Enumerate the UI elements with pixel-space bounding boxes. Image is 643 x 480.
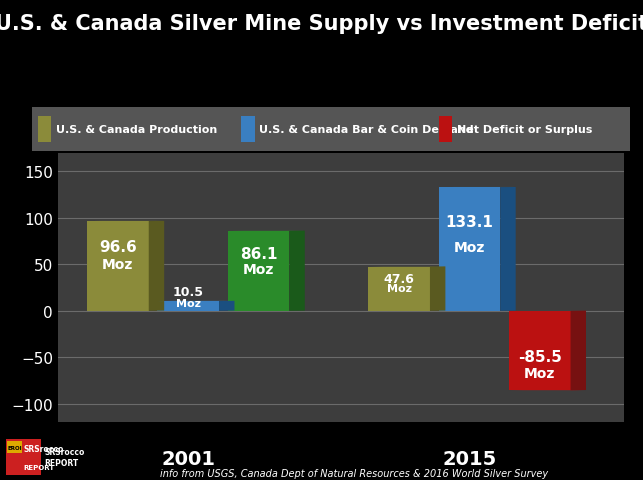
Text: Moz: Moz: [386, 283, 412, 293]
Text: U.S. & Canada Production: U.S. & Canada Production: [56, 125, 217, 134]
Text: info from USGS, Canada Dept of Natural Resources & 2016 World Silver Survey: info from USGS, Canada Dept of Natural R…: [159, 468, 548, 478]
Text: 47.6: 47.6: [384, 273, 415, 286]
FancyBboxPatch shape: [7, 442, 22, 453]
Polygon shape: [219, 301, 235, 311]
Polygon shape: [289, 231, 305, 311]
Text: Moz: Moz: [176, 299, 201, 309]
Text: 86.1: 86.1: [240, 246, 277, 261]
Text: Moz: Moz: [454, 240, 485, 254]
Text: 2015: 2015: [442, 449, 496, 468]
Bar: [509, 311, 570, 390]
Text: U.S. & Canada Bar & Coin Demand: U.S. & Canada Bar & Coin Demand: [259, 125, 474, 134]
Text: Moz: Moz: [524, 366, 556, 380]
Bar: [228, 231, 289, 311]
Polygon shape: [430, 267, 446, 311]
Bar: [158, 301, 219, 311]
Text: Moz: Moz: [243, 263, 274, 276]
Text: SRSrocco: SRSrocco: [24, 444, 64, 453]
Bar: [439, 188, 500, 311]
Text: -85.5: -85.5: [518, 349, 561, 365]
Polygon shape: [570, 311, 586, 390]
Text: 133.1: 133.1: [446, 215, 493, 230]
Y-axis label: million oz: million oz: [0, 255, 5, 321]
FancyBboxPatch shape: [242, 117, 255, 143]
Polygon shape: [500, 188, 516, 311]
FancyBboxPatch shape: [6, 439, 41, 475]
Text: SRSrocco
REPORT: SRSrocco REPORT: [44, 447, 85, 467]
Text: EROI: EROI: [7, 444, 22, 450]
Text: REPORT: REPORT: [24, 464, 55, 470]
Bar: [368, 267, 430, 311]
Text: U.S. & Canada Silver Mine Supply vs Investment Deficit: U.S. & Canada Silver Mine Supply vs Inve…: [0, 14, 643, 35]
Text: Net Deficit or Surplus: Net Deficit or Surplus: [457, 125, 592, 134]
Polygon shape: [149, 221, 164, 311]
Bar: [87, 222, 149, 311]
Text: 10.5: 10.5: [173, 286, 204, 299]
Text: Moz: Moz: [102, 258, 134, 272]
Text: 2001: 2001: [161, 449, 215, 468]
FancyBboxPatch shape: [38, 117, 51, 143]
FancyBboxPatch shape: [439, 117, 452, 143]
Text: 96.6: 96.6: [99, 239, 137, 254]
